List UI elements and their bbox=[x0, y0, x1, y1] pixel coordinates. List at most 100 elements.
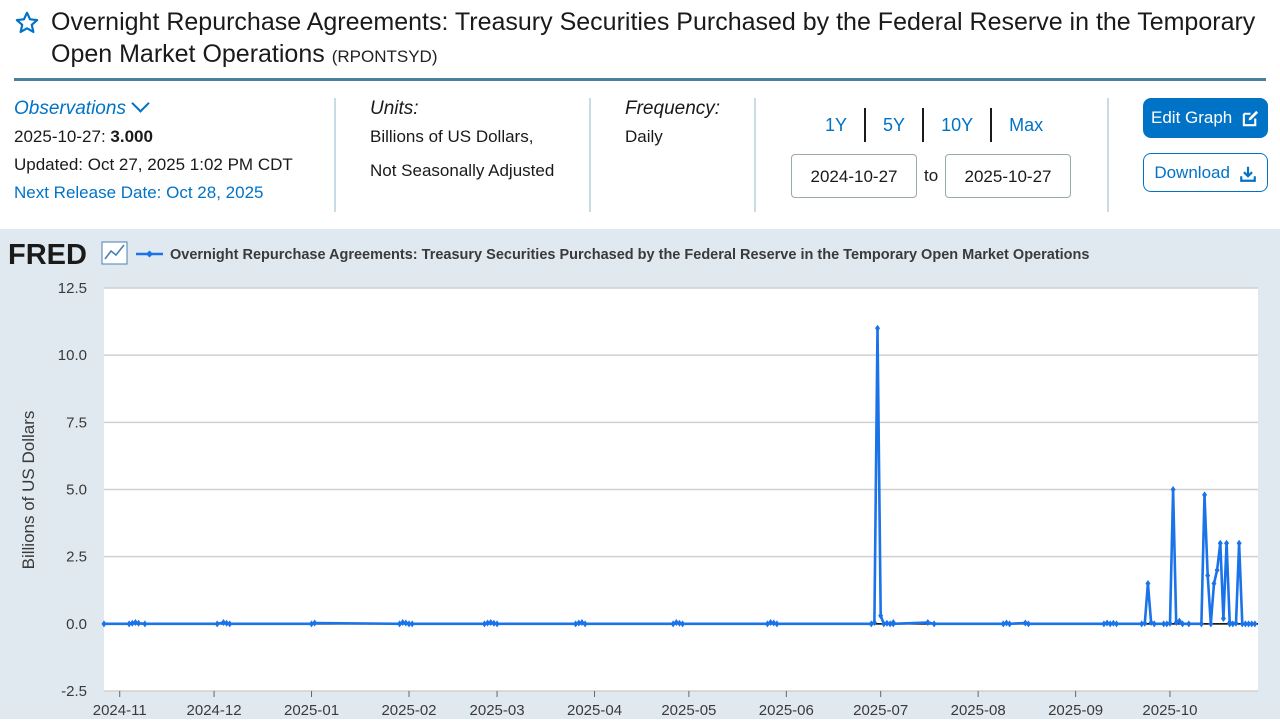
data-point bbox=[1246, 620, 1252, 628]
units-line2: Not Seasonally Adjusted bbox=[370, 161, 555, 180]
data-point bbox=[494, 620, 500, 628]
data-point bbox=[1233, 619, 1239, 627]
data-point bbox=[1239, 620, 1245, 628]
data-point bbox=[1007, 620, 1013, 628]
divider bbox=[754, 98, 756, 212]
data-point bbox=[1104, 619, 1110, 627]
frequency-label: Frequency: bbox=[625, 98, 721, 119]
data-point bbox=[1176, 617, 1182, 625]
y-tick-label: 2.5 bbox=[66, 549, 87, 566]
x-tick-label: 2025-03 bbox=[470, 702, 525, 719]
y-tick-label: 10.0 bbox=[58, 347, 87, 364]
data-point bbox=[774, 620, 780, 628]
data-point bbox=[1208, 620, 1214, 628]
data-point bbox=[227, 620, 233, 628]
data-point bbox=[1217, 539, 1223, 547]
data-point bbox=[1110, 619, 1116, 627]
download-icon bbox=[1239, 166, 1256, 182]
observations-panel: Observations 2025-10-27: 3.000 Updated: … bbox=[14, 94, 293, 207]
observation-value: 3.000 bbox=[110, 127, 153, 146]
data-point bbox=[1114, 620, 1120, 628]
legend-label: Overnight Repurchase Agreements: Treasur… bbox=[170, 247, 1089, 263]
y-tick-label: 5.0 bbox=[66, 482, 87, 499]
x-tick-label: 2025-04 bbox=[567, 702, 622, 719]
to-label: to bbox=[924, 166, 939, 185]
page-title: Overnight Repurchase Agreements: Treasur… bbox=[51, 6, 1261, 73]
data-point bbox=[1186, 620, 1192, 628]
data-point bbox=[1025, 620, 1031, 628]
observations-label[interactable]: Observations bbox=[14, 98, 126, 119]
data-point bbox=[309, 620, 315, 628]
x-tick-label: 2025-09 bbox=[1048, 702, 1103, 719]
data-point bbox=[101, 620, 107, 628]
data-point bbox=[1151, 620, 1157, 628]
next-release-link[interactable]: Next Release Date: Oct 28, 2025 bbox=[14, 183, 264, 202]
units-line1: Billions of US Dollars, bbox=[370, 127, 534, 146]
data-point bbox=[214, 620, 220, 628]
chevron-down-icon[interactable] bbox=[131, 94, 150, 113]
data-point bbox=[129, 619, 135, 627]
latest-observation: 2025-10-27: 3.000 bbox=[14, 123, 293, 151]
range-1y-button[interactable]: 1Y bbox=[808, 108, 867, 142]
edit-graph-button[interactable]: Edit Graph bbox=[1143, 98, 1268, 138]
y-tick-label: -2.5 bbox=[61, 683, 87, 700]
range-max-button[interactable]: Max bbox=[1009, 115, 1044, 135]
data-point bbox=[491, 619, 497, 627]
range-buttons: 1Y 5Y 10Y Max bbox=[808, 108, 1060, 142]
observations-dropdown[interactable]: Observations bbox=[14, 94, 293, 123]
data-point bbox=[1202, 491, 1208, 499]
data-point bbox=[136, 619, 142, 627]
data-point bbox=[676, 619, 682, 627]
data-point bbox=[573, 620, 579, 628]
data-point bbox=[1161, 620, 1167, 628]
data-point bbox=[576, 619, 582, 627]
edit-icon bbox=[1242, 110, 1259, 127]
data-point bbox=[1164, 620, 1170, 628]
series-id: (RPONTSYD) bbox=[331, 47, 438, 66]
y-tick-label: 12.5 bbox=[58, 280, 87, 297]
range-10y-button[interactable]: 10Y bbox=[924, 108, 993, 142]
data-point bbox=[673, 618, 679, 626]
x-tick-label: 2025-01 bbox=[284, 702, 339, 719]
data-point bbox=[875, 324, 881, 332]
x-tick-label: 2025-07 bbox=[853, 702, 908, 719]
data-point bbox=[1220, 614, 1226, 622]
data-point bbox=[871, 618, 877, 626]
data-point bbox=[224, 619, 230, 627]
x-tick-label: 2024-11 bbox=[93, 702, 147, 719]
data-point bbox=[1145, 580, 1151, 588]
data-point bbox=[1000, 620, 1006, 628]
star-icon[interactable] bbox=[14, 10, 40, 36]
data-point bbox=[680, 620, 686, 628]
data-point bbox=[409, 620, 415, 628]
line-chart: FRED Overnight Repurchase Agreements: Tr… bbox=[8, 239, 1258, 719]
edit-graph-label: Edit Graph bbox=[1151, 108, 1233, 127]
data-point bbox=[403, 619, 409, 627]
data-point bbox=[881, 620, 887, 628]
y-tick-labels: -2.5 0.0 2.5 5.0 7.5 10.0 12.5 bbox=[58, 280, 87, 700]
series-title: Overnight Repurchase Agreements: Treasur… bbox=[51, 8, 1256, 68]
data-point bbox=[1101, 620, 1107, 628]
chart-area: FRED Overnight Repurchase Agreements: Tr… bbox=[0, 229, 1280, 719]
data-point bbox=[1180, 620, 1186, 628]
data-point bbox=[400, 618, 406, 626]
units-panel: Units: Billions of US Dollars, Not Seaso… bbox=[370, 95, 580, 180]
data-point bbox=[1227, 620, 1233, 628]
x-tick-label: 2025-08 bbox=[951, 702, 1006, 719]
end-date-input[interactable]: 2025-10-27 bbox=[945, 154, 1071, 198]
data-point bbox=[582, 620, 588, 628]
data-point bbox=[884, 619, 890, 627]
download-button[interactable]: Download bbox=[1143, 153, 1268, 192]
y-axis-label: Billions of US Dollars bbox=[19, 411, 38, 570]
data-point bbox=[925, 618, 931, 626]
units-label: Units: bbox=[370, 98, 419, 119]
updated-text: Updated: Oct 27, 2025 1:02 PM CDT bbox=[14, 155, 293, 174]
data-point bbox=[1252, 620, 1258, 628]
observation-date: 2025-10-27: bbox=[14, 127, 106, 146]
data-point bbox=[1211, 580, 1217, 588]
x-tick-label: 2025-02 bbox=[381, 702, 436, 719]
data-point bbox=[312, 619, 318, 627]
x-tick-label: 2025-06 bbox=[759, 702, 814, 719]
range-5y-button[interactable]: 5Y bbox=[866, 108, 925, 142]
start-date-input[interactable]: 2024-10-27 bbox=[791, 154, 917, 198]
